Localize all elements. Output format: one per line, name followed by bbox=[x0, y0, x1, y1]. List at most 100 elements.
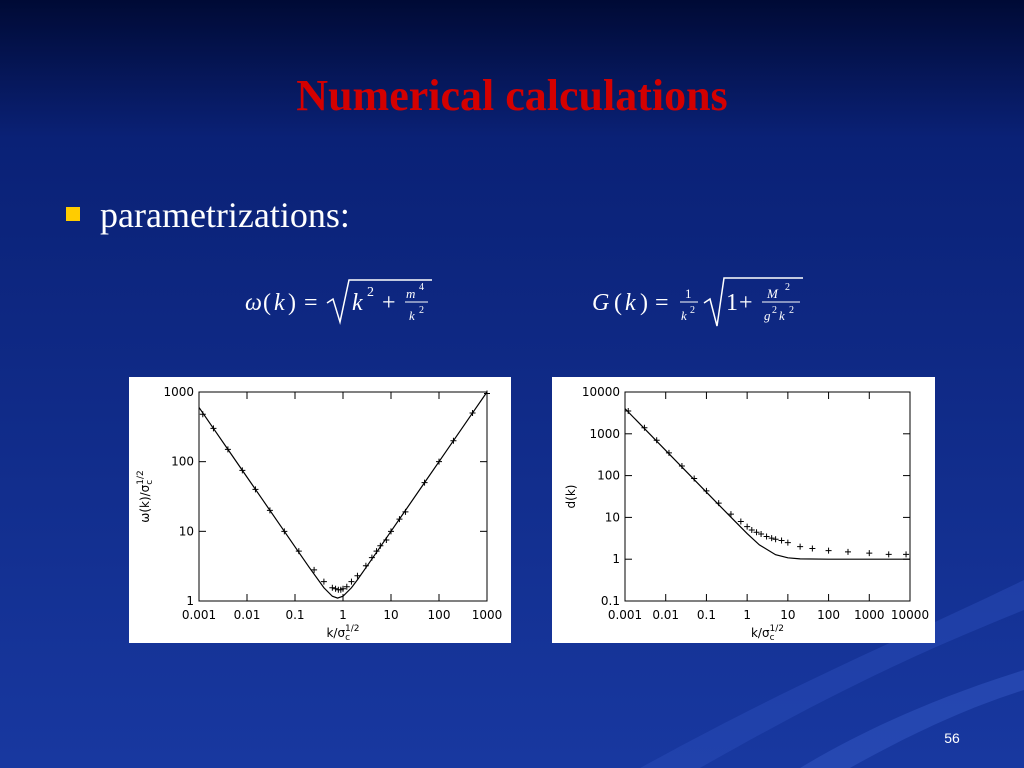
formula-part: 2 bbox=[367, 285, 374, 300]
y-tick-label: 100 bbox=[171, 455, 194, 469]
plot-frame bbox=[198, 391, 488, 602]
data-point bbox=[744, 523, 751, 530]
formula-part: = bbox=[655, 290, 669, 316]
data-point bbox=[224, 446, 231, 453]
data-point bbox=[866, 550, 873, 557]
formula-part: k bbox=[409, 308, 415, 323]
data-point bbox=[484, 390, 490, 397]
formula-part: = bbox=[304, 290, 318, 316]
data-point bbox=[784, 539, 791, 546]
axis-label-sub: c bbox=[145, 480, 155, 485]
data-point bbox=[450, 437, 457, 444]
x-tick-label: 0.1 bbox=[285, 608, 304, 622]
x-tick-label: 1 bbox=[743, 608, 751, 622]
data-point bbox=[373, 548, 380, 555]
data-point bbox=[653, 437, 660, 444]
slide-number: 56 bbox=[944, 730, 960, 746]
formula-part: + bbox=[382, 290, 396, 316]
data-point bbox=[825, 547, 832, 554]
formula-part: 2 bbox=[690, 305, 695, 316]
wave bbox=[800, 670, 1024, 768]
x-tick-label: 10 bbox=[383, 608, 398, 622]
data-point bbox=[903, 551, 910, 558]
x-axis-label: k/σc1/2 bbox=[751, 624, 784, 643]
data-point bbox=[436, 458, 442, 465]
data-point bbox=[844, 548, 851, 555]
data-point bbox=[210, 425, 217, 432]
data-point bbox=[388, 528, 394, 535]
formula-part: k bbox=[681, 308, 687, 323]
curve bbox=[624, 408, 910, 560]
data-point bbox=[311, 566, 318, 573]
formula-part: ) bbox=[288, 290, 296, 316]
axis-label-text: k/σ bbox=[751, 626, 770, 640]
data-point bbox=[727, 511, 734, 518]
data-point bbox=[340, 585, 346, 592]
y-tick-label: 0.1 bbox=[601, 594, 620, 608]
chart: 0.001 0.01 0.1 1 10 100 1000 10000 0.1 1 10 100 1000… bbox=[552, 377, 935, 643]
y-tick-label: 10 bbox=[605, 510, 620, 524]
y-tick-label: 100 bbox=[597, 469, 620, 483]
y-tick-label: 1000 bbox=[163, 385, 194, 399]
x-tick-label: 0.001 bbox=[182, 608, 216, 622]
y-tick-label: 1 bbox=[612, 552, 620, 566]
data-point bbox=[885, 551, 892, 558]
x-tick-label: 0.01 bbox=[652, 608, 679, 622]
slide-title: Numerical calculations bbox=[296, 71, 727, 120]
formula-part: 4 bbox=[419, 282, 424, 293]
data-point bbox=[383, 537, 390, 544]
axis-label-sup: 1/2 bbox=[770, 624, 784, 634]
data-point bbox=[778, 537, 785, 544]
chart-background bbox=[552, 377, 935, 643]
data-point bbox=[748, 526, 755, 533]
formula-part: ( bbox=[614, 290, 622, 316]
x-tick-label: 10000 bbox=[891, 608, 929, 622]
data-point bbox=[469, 409, 476, 416]
data-point bbox=[753, 529, 760, 536]
plot-frame bbox=[624, 391, 911, 602]
x-tick-label: 100 bbox=[428, 608, 451, 622]
axis-label-text: k/σ bbox=[326, 626, 345, 640]
axis-label-text: ω(k)/σ bbox=[138, 484, 152, 522]
y-tick-label: 1000 bbox=[589, 427, 620, 441]
x-tick-label: 100 bbox=[817, 608, 840, 622]
data-point bbox=[295, 548, 302, 555]
bullet-text: parametrizations: bbox=[100, 195, 350, 235]
axis-label-sub: c bbox=[770, 633, 775, 643]
curve bbox=[198, 391, 488, 599]
formula-part: ( bbox=[263, 290, 271, 316]
formula-part: 2 bbox=[789, 305, 794, 316]
x-tick-label: 0.01 bbox=[234, 608, 261, 622]
data-point bbox=[396, 516, 403, 523]
data-point bbox=[332, 585, 339, 592]
data-point bbox=[768, 535, 775, 542]
formula-part: M bbox=[766, 286, 779, 301]
formula-part: k bbox=[625, 290, 636, 316]
axis-label-sup: 1/2 bbox=[345, 624, 359, 634]
formula-part: + bbox=[739, 290, 753, 316]
data-point bbox=[715, 500, 722, 507]
data-point bbox=[678, 462, 685, 469]
data-point bbox=[763, 533, 770, 540]
data-point bbox=[343, 583, 350, 590]
axis-label-sub: c bbox=[345, 633, 350, 643]
y-axis-label: d(k) bbox=[564, 485, 578, 509]
formula-part: ω bbox=[245, 290, 262, 316]
formula-part: k bbox=[274, 290, 285, 316]
data-point bbox=[758, 531, 765, 538]
data-point bbox=[691, 475, 698, 482]
axis-label-text: d(k) bbox=[564, 485, 578, 509]
data-point bbox=[421, 479, 428, 486]
formula-part: 2 bbox=[785, 282, 790, 293]
data-point bbox=[281, 528, 288, 535]
formula-part: 1 bbox=[685, 286, 692, 301]
formula-part: G bbox=[592, 290, 609, 316]
data-point bbox=[737, 518, 744, 525]
y-tick-label: 1 bbox=[186, 594, 194, 608]
y-axis-label: ω(k)/σc1/2 bbox=[136, 470, 155, 522]
data-point bbox=[348, 578, 355, 585]
chart: 0.001 0.01 0.1 1 10 100 10001101001000k/σc1/2ω… bbox=[129, 377, 511, 643]
sqrt-sign bbox=[326, 279, 432, 325]
data-point bbox=[625, 408, 632, 415]
